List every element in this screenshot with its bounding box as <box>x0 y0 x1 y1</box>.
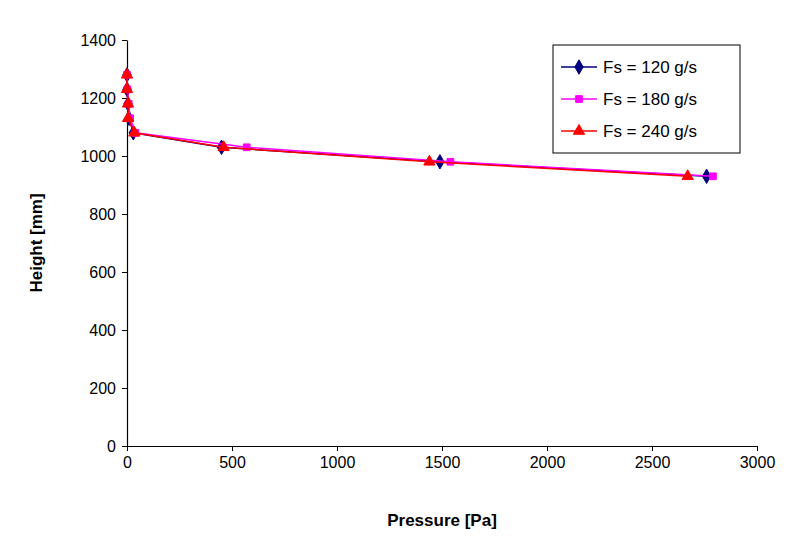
tick-mark <box>547 446 548 451</box>
tick-mark <box>337 446 338 451</box>
legend-label: Fs = 120 g/s <box>603 58 697 77</box>
legend-label: Fs = 240 g/s <box>603 122 697 141</box>
tick: 800 <box>89 206 127 223</box>
tick-mark <box>122 446 127 447</box>
tick-label: 0 <box>123 454 132 471</box>
tick-label: 1200 <box>80 90 116 107</box>
legend-marker <box>575 60 583 74</box>
tick-mark <box>442 446 443 451</box>
tick: 0 <box>123 446 132 471</box>
tick-mark <box>122 330 127 331</box>
tick: 400 <box>89 322 127 339</box>
tick: 2500 <box>635 446 671 471</box>
legend-item: Fs = 180 g/s <box>561 90 697 109</box>
tick-label: 2500 <box>635 454 671 471</box>
legend-box <box>553 45 740 153</box>
tick-mark <box>757 446 758 451</box>
tick-label: 3000 <box>740 454 776 471</box>
marker <box>710 173 717 180</box>
legend-item: Fs = 120 g/s <box>561 58 697 77</box>
x-axis-title: Pressure [Pa] <box>387 511 497 530</box>
tick-label: 1500 <box>425 454 461 471</box>
tick: 600 <box>89 264 127 281</box>
tick-label: 1000 <box>80 148 116 165</box>
legend-marker <box>573 124 584 134</box>
marker <box>218 141 229 151</box>
tick: 500 <box>219 446 246 471</box>
tick-label: 1400 <box>80 32 116 49</box>
tick-label: 800 <box>89 206 116 223</box>
tick-label: 500 <box>219 454 246 471</box>
plot: 0 500 1000 1500 2000 2500 3000 0 200 400 600 800 100… <box>80 32 775 472</box>
tick: 3000 <box>740 446 776 471</box>
tick-mark <box>652 446 653 451</box>
tick: 1500 <box>425 446 461 471</box>
tick: 2000 <box>530 446 566 471</box>
tick-label: 400 <box>89 322 116 339</box>
y-axis: 0 200 400 600 800 1000 1200 1400 <box>80 32 127 455</box>
legend-label: Fs = 180 g/s <box>603 90 697 109</box>
marker <box>424 155 435 165</box>
tick: 0 <box>107 438 127 455</box>
tick: 200 <box>89 380 127 397</box>
tick-mark <box>122 40 127 41</box>
legend: Fs = 120 g/s Fs = 180 g/s Fs = 240 g/s <box>553 45 740 153</box>
tick: 1000 <box>80 148 127 165</box>
tick: 1200 <box>80 90 127 107</box>
series-line <box>127 75 713 177</box>
legend-item: Fs = 240 g/s <box>561 122 697 141</box>
legend-marker <box>576 96 583 103</box>
tick-label: 600 <box>89 264 116 281</box>
marker <box>129 126 140 136</box>
marker <box>447 158 454 165</box>
marker <box>121 68 132 78</box>
y-axis-title: Height [mm] <box>27 193 46 292</box>
tick-mark <box>232 446 233 451</box>
tick: 1400 <box>80 32 127 49</box>
x-axis: 0 500 1000 1500 2000 2500 3000 <box>123 446 775 471</box>
marker <box>121 83 132 93</box>
marker <box>122 97 133 107</box>
tick-label: 2000 <box>530 454 566 471</box>
marker <box>122 112 133 122</box>
tick-label: 200 <box>89 380 116 397</box>
tick-label: 0 <box>107 438 116 455</box>
tick-mark <box>122 156 127 157</box>
tick-mark <box>122 388 127 389</box>
series-line <box>127 75 707 177</box>
chart: 0 500 1000 1500 2000 2500 3000 0 200 400 600 800 100… <box>0 0 786 551</box>
marker <box>682 170 693 180</box>
tick-mark <box>122 214 127 215</box>
tick-label: 1000 <box>320 454 356 471</box>
tick-mark <box>127 446 128 451</box>
tick: 1000 <box>320 446 356 471</box>
tick-mark <box>122 272 127 273</box>
